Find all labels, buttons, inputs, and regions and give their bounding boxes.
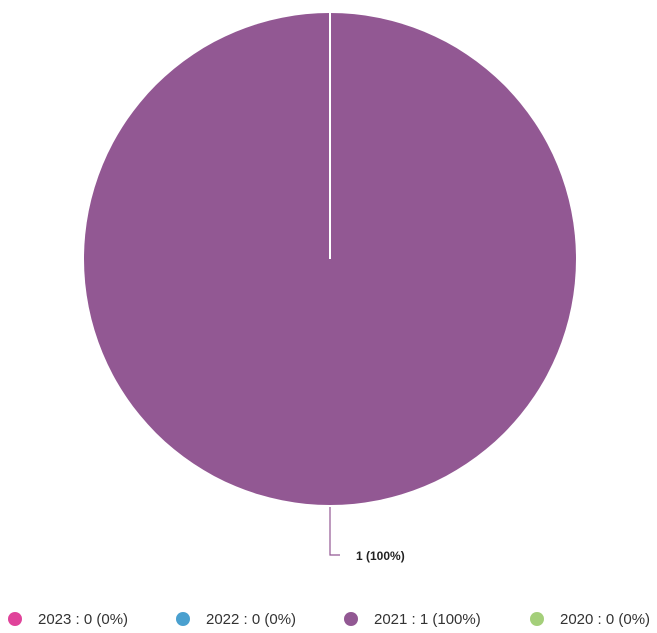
- legend-marker-2022: [176, 612, 190, 626]
- legend-label-2020: 2020 : 0 (0%): [560, 611, 650, 628]
- legend-marker-2023: [8, 612, 22, 626]
- legend-marker-2021: [344, 612, 358, 626]
- legend-item-2022[interactable]: 2022 : 0 (0%): [176, 611, 296, 628]
- legend-item-2021[interactable]: 2021 : 1 (100%): [344, 611, 481, 628]
- pie-data-labels: 1 (100%): [329, 507, 405, 563]
- legend-label-2021: 2021 : 1 (100%): [374, 611, 481, 628]
- legend-label-2022: 2022 : 0 (0%): [206, 611, 296, 628]
- data-label-leader-line: [329, 507, 340, 556]
- pie-slices: [84, 13, 576, 505]
- legend[interactable]: 2023 : 0 (0%) 2022 : 0 (0%) 2021 : 1 (100%…: [8, 611, 650, 628]
- legend-marker-2020: [530, 612, 544, 626]
- legend-item-2023[interactable]: 2023 : 0 (0%): [8, 611, 128, 628]
- data-label-2021: 1 (100%): [356, 549, 405, 563]
- legend-label-2023: 2023 : 0 (0%): [38, 611, 128, 628]
- legend-item-2020[interactable]: 2020 : 0 (0%): [530, 611, 650, 628]
